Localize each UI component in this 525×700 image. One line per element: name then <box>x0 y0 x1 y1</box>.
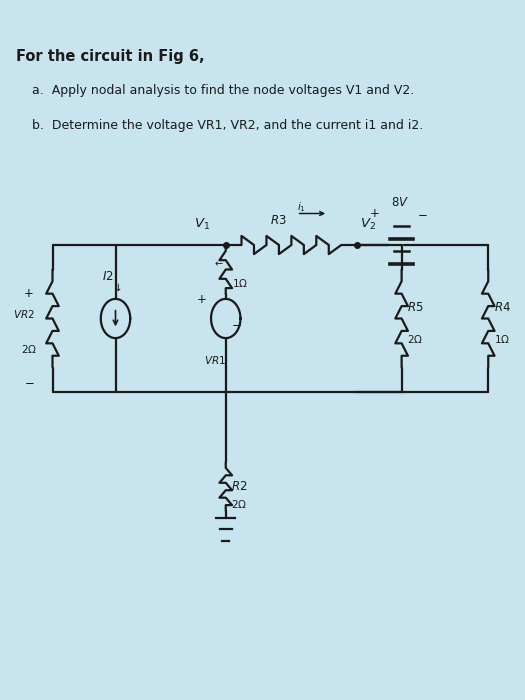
Text: $-$: $-$ <box>231 317 242 330</box>
Text: $\leftarrow$: $\leftarrow$ <box>213 258 224 268</box>
Text: $R3$: $R3$ <box>270 214 287 227</box>
Text: $2\Omega$: $2\Omega$ <box>407 333 423 345</box>
Text: $I2$: $I2$ <box>102 270 114 283</box>
Text: $-$: $-$ <box>24 375 34 388</box>
Text: +: + <box>197 293 207 306</box>
Text: +: + <box>370 207 380 220</box>
Text: $V_1$: $V_1$ <box>194 216 210 232</box>
Text: $R5$: $R5$ <box>407 302 424 314</box>
Text: $i_1$: $i_1$ <box>297 200 306 214</box>
Text: For the circuit in Fig 6,: For the circuit in Fig 6, <box>16 49 204 64</box>
Text: $VR2$: $VR2$ <box>13 309 35 321</box>
Text: $R2$: $R2$ <box>231 480 248 493</box>
Text: $VR1$: $VR1$ <box>204 354 226 366</box>
Text: $1\Omega$: $1\Omega$ <box>232 277 248 289</box>
Text: $\downarrow$: $\downarrow$ <box>111 281 122 293</box>
Text: $8V$: $8V$ <box>391 197 410 209</box>
Text: $-$: $-$ <box>417 207 428 220</box>
Text: $2\Omega$: $2\Omega$ <box>231 498 247 510</box>
Text: a.  Apply nodal analysis to find the node voltages V1 and V2.: a. Apply nodal analysis to find the node… <box>32 84 414 97</box>
Text: $1\Omega$: $1\Omega$ <box>494 333 510 345</box>
Text: +: + <box>24 288 34 300</box>
Text: b.  Determine the voltage VR1, VR2, and the current i1 and i2.: b. Determine the voltage VR1, VR2, and t… <box>32 119 423 132</box>
Text: $R4$: $R4$ <box>494 302 510 314</box>
Text: $2\Omega$: $2\Omega$ <box>21 344 37 356</box>
Text: $V_2$: $V_2$ <box>360 216 375 232</box>
